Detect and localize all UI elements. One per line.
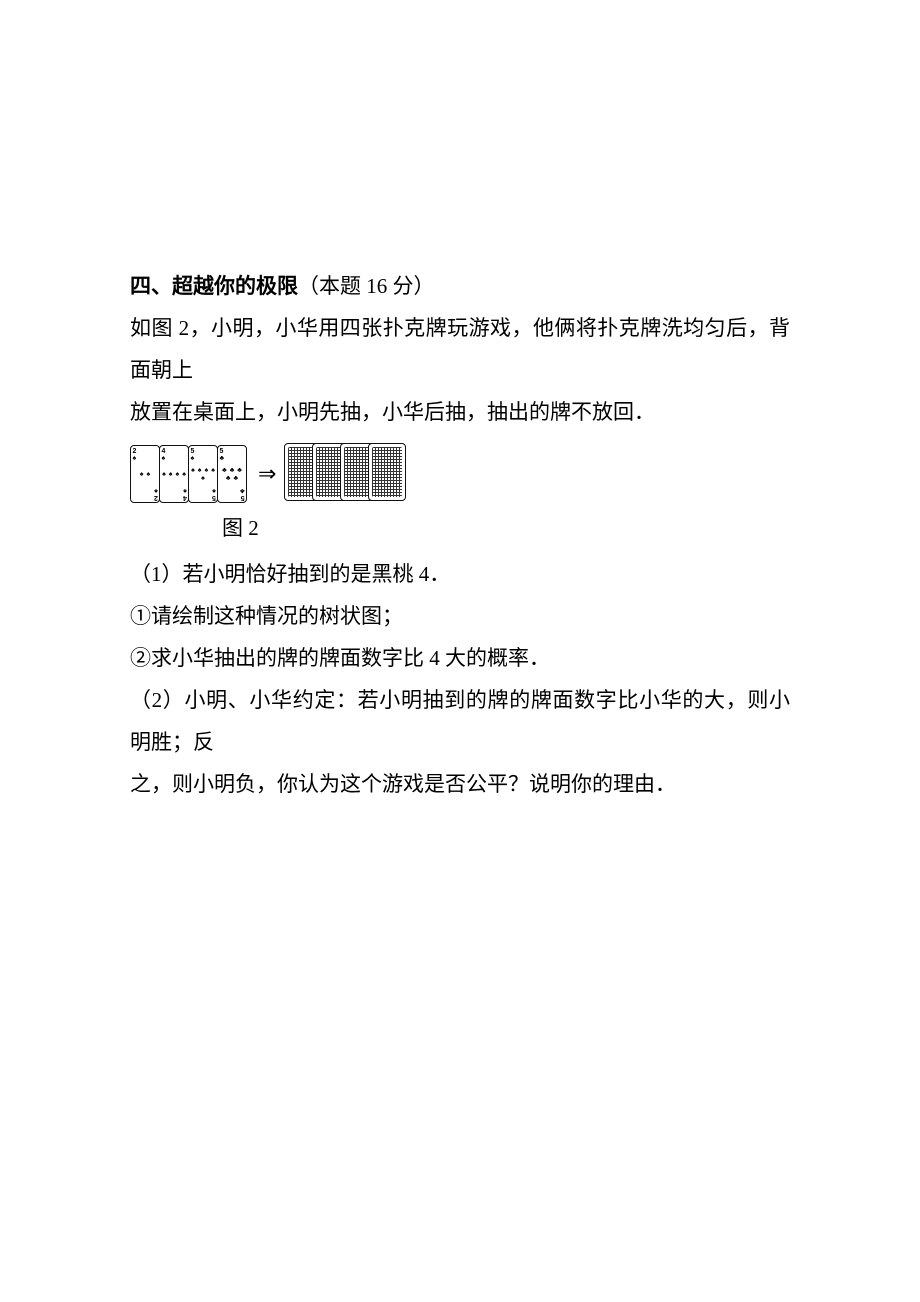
section-score: （本题 16 分）	[298, 274, 435, 298]
card-backs-stack	[284, 443, 414, 505]
card-corner-bottom: 5♠	[212, 487, 216, 501]
card-corner: 5♣	[220, 448, 245, 462]
card-corner-bottom: 5♣	[240, 487, 245, 501]
intro-line-1: 如图 2，小明，小华用四张扑克牌玩游戏，他俩将扑克牌洗均匀后，背面朝上	[130, 307, 790, 391]
card-corner: 5♠	[191, 448, 216, 462]
section-title-bold: 四、超越你的极限	[130, 274, 298, 298]
intro-line-2: 放置在桌面上，小明先抽，小华后抽，抽出的牌不放回．	[130, 391, 790, 433]
face-cards-group: 2♠ ♠♠ 2♠ 4♠ ♠♠♠♠ 4♠ 5♠ ♠♠♠♠♠ 5♠ 5♣ ♣♣♣♣♣	[130, 445, 246, 503]
card-pips: ♣♣♣♣♣	[220, 462, 245, 487]
q1-a: ①请绘制这种情况的树状图；	[130, 595, 790, 637]
card-corner-bottom: 4♠	[183, 487, 187, 501]
page: 四、超越你的极限（本题 16 分） 如图 2，小明，小华用四张扑克牌玩游戏，他俩…	[0, 0, 920, 1302]
figure-2: 2♠ ♠♠ 2♠ 4♠ ♠♠♠♠ 4♠ 5♠ ♠♠♠♠♠ 5♠ 5♣ ♣♣♣♣♣	[130, 443, 790, 549]
arrow-icon: ⇒	[258, 452, 276, 496]
figure-caption: 图 2	[222, 507, 790, 549]
section-heading: 四、超越你的极限（本题 16 分）	[130, 265, 790, 307]
card-corner-bottom: 2♠	[154, 487, 158, 501]
q2-line-1: （2）小明、小华约定：若小明抽到的牌的牌面数字比小华的大，则小明胜；反	[130, 679, 790, 763]
card-spade-5: 5♠ ♠♠♠♠♠ 5♠	[188, 445, 218, 503]
card-corner: 4♠	[162, 448, 187, 462]
card-back	[368, 443, 406, 501]
q2-line-2: 之，则小明负，你认为这个游戏是否公平？说明你的理由．	[130, 763, 790, 805]
card-club-5: 5♣ ♣♣♣♣♣ 5♣	[217, 445, 247, 503]
card-pips: ♠♠	[133, 462, 158, 487]
figure-row: 2♠ ♠♠ 2♠ 4♠ ♠♠♠♠ 4♠ 5♠ ♠♠♠♠♠ 5♠ 5♣ ♣♣♣♣♣	[130, 443, 790, 505]
card-spade-4: 4♠ ♠♠♠♠ 4♠	[159, 445, 189, 503]
q1-intro: （1）若小明恰好抽到的是黑桃 4．	[130, 553, 790, 595]
card-pips: ♠♠♠♠	[162, 462, 187, 487]
card-spade-2: 2♠ ♠♠ 2♠	[130, 445, 160, 503]
card-corner: 2♠	[133, 448, 158, 462]
card-pips: ♠♠♠♠♠	[191, 462, 216, 487]
q1-b: ②求小华抽出的牌的牌面数字比 4 大的概率．	[130, 637, 790, 679]
